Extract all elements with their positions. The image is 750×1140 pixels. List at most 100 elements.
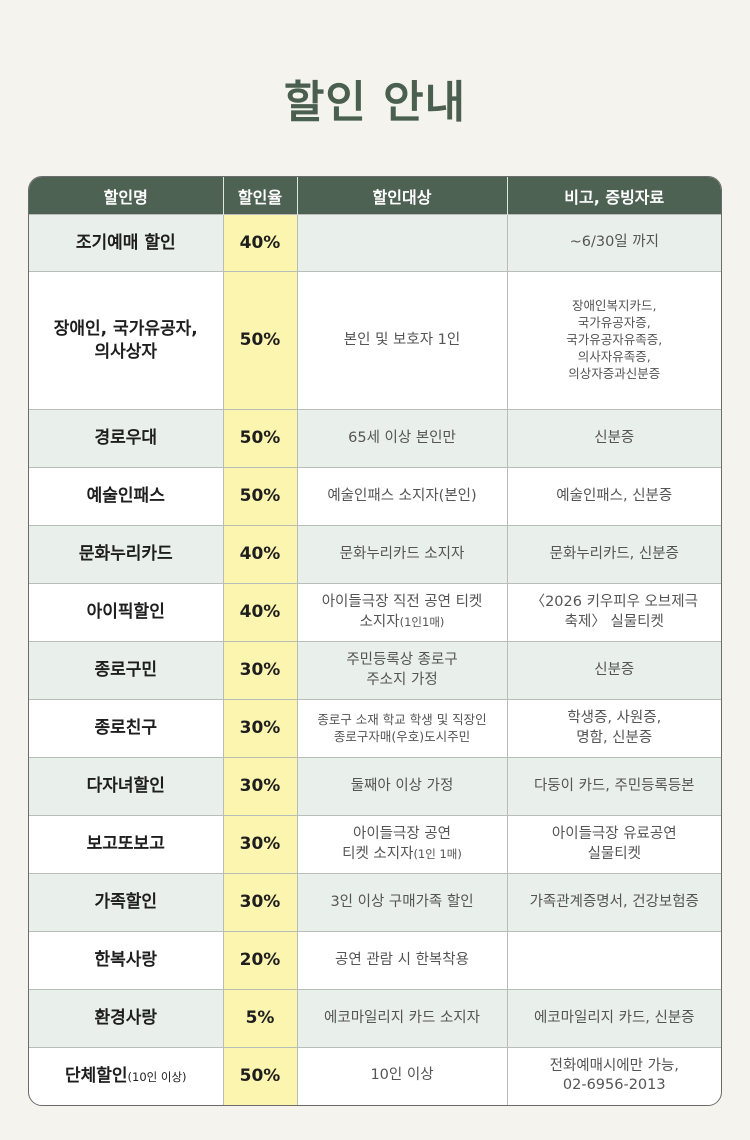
name-cell: 아이픽할인: [29, 583, 223, 642]
rate: 30%: [239, 660, 281, 681]
note: (1인 1매): [413, 846, 462, 861]
table-row: 아이픽할인 40% 아이들극장 직전 공연 티켓 소지자(1인1매) 〈2026 키우…: [29, 583, 721, 642]
remark: 장애인복지카드, 국가유공자증, 국가유공자유족증, 의사자유족증, 의상자증과…: [566, 298, 663, 381]
page-title: 할인 안내: [283, 77, 467, 128]
rate-cell: 40%: [222, 583, 297, 642]
rate: 20%: [239, 950, 281, 971]
target: 아이들극장 공연 티켓 소지자: [342, 825, 451, 862]
target-cell: 문화누리카드 소지자: [296, 525, 507, 584]
column-header: 할인명: [29, 177, 223, 215]
column-header: 할인율: [222, 177, 297, 215]
target: 3인 이상 구매가족 할인: [330, 893, 474, 910]
rate-cell: 30%: [222, 641, 297, 700]
rate: 30%: [239, 834, 281, 855]
target: 종로구 소재 학교 학생 및 직장인 종로구자매(우호)도시주민: [317, 711, 487, 744]
table-row: 보고또보고 30% 아이들극장 공연 티켓 소지자(1인 1매) 아이들극장 유료공연…: [29, 815, 721, 874]
rate: 50%: [239, 330, 281, 351]
note: (10인 이상): [127, 1069, 187, 1084]
target: 65세 이상 본인만: [348, 429, 456, 446]
name-cell: 단체할인(10인 이상): [29, 1047, 223, 1105]
target-cell: 공연 관람 시 한복착용: [296, 931, 507, 990]
column-header: 비고, 증빙자료: [506, 177, 721, 215]
remark: 신분증: [594, 429, 635, 446]
name-cell: 종로구민: [29, 641, 223, 700]
target: 에코마일리지 카드 소지자: [324, 1009, 480, 1026]
name: 보고또보고: [86, 834, 165, 855]
table-row: 종로친구 30% 종로구 소재 학교 학생 및 직장인 종로구자매(우호)도시주민 학…: [29, 699, 721, 758]
target: 문화누리카드 소지자: [339, 545, 465, 562]
target: 10인 이상: [370, 1067, 434, 1084]
remark-cell: 에코마일리지 카드, 신분증: [506, 989, 721, 1048]
column-header: 할인대상: [296, 177, 507, 215]
target: 둘째아 이상 가정: [350, 777, 454, 794]
name-cell: 다자녀할인: [29, 757, 223, 816]
target-cell: [296, 214, 507, 272]
rate-cell: 20%: [222, 931, 297, 990]
target-cell: 65세 이상 본인만: [296, 409, 507, 468]
name-cell: 경로우대: [29, 409, 223, 468]
remark-cell: 장애인복지카드, 국가유공자증, 국가유공자유족증, 의사자유족증, 의상자증과…: [506, 271, 721, 410]
rate: 30%: [239, 776, 281, 797]
remark-cell: 전화예매시에만 가능, 02-6956-2013: [506, 1047, 721, 1105]
remark-cell: [506, 931, 721, 990]
table-row: 문화누리카드 40% 문화누리카드 소지자 문화누리카드, 신분증: [29, 525, 721, 584]
target-cell: 에코마일리지 카드 소지자: [296, 989, 507, 1048]
name-cell: 환경사랑: [29, 989, 223, 1048]
name-cell: 조기예매 할인: [29, 214, 223, 272]
rate-cell: 50%: [222, 409, 297, 468]
remark-cell: 학생증, 사원증, 명함, 신분증: [506, 699, 721, 758]
name-cell: 한복사랑: [29, 931, 223, 990]
name: 종로친구: [94, 718, 158, 739]
target-cell: 3인 이상 구매가족 할인: [296, 873, 507, 932]
header-row: 할인명 할인율 할인대상 비고, 증빙자료: [29, 177, 721, 215]
name-cell: 예술인패스: [29, 467, 223, 526]
table-row: 다자녀할인 30% 둘째아 이상 가정 다둥이 카드, 주민등록등본: [29, 757, 721, 816]
table-row: 종로구민 30% 주민등록상 종로구 주소지 가정 신분증: [29, 641, 721, 700]
rate-cell: 30%: [222, 873, 297, 932]
remark: 아이들극장 유료공연 실물티켓: [551, 825, 677, 862]
remark-cell: ~6/30일 까지: [506, 214, 721, 272]
remark-cell: 아이들극장 유료공연 실물티켓: [506, 815, 721, 874]
table-body: 조기예매 할인 40% ~6/30일 까지 장애인, 국가유공자, 의사상자 50% 본인…: [29, 214, 721, 1105]
name: 장애인, 국가유공자, 의사상자: [53, 318, 198, 362]
remark: 학생증, 사원증, 명함, 신분증: [567, 709, 662, 746]
remark: 〈2026 키우피우 오브제극 축제〉 실물티켓: [530, 593, 698, 630]
rate-cell: 40%: [222, 214, 297, 272]
table-row: 가족할인 30% 3인 이상 구매가족 할인 가족관계증명서, 건강보험증: [29, 873, 721, 932]
name: 단체할인: [64, 1065, 128, 1086]
target-cell: 예술인패스 소지자(본인): [296, 467, 507, 526]
name-cell: 문화누리카드: [29, 525, 223, 584]
name: 조기예매 할인: [75, 232, 176, 253]
target-cell: 10인 이상: [296, 1047, 507, 1105]
table-row: 환경사랑 5% 에코마일리지 카드 소지자 에코마일리지 카드, 신분증: [29, 989, 721, 1048]
table-row: 단체할인(10인 이상) 50% 10인 이상 전화예매시에만 가능, 02-6956…: [29, 1047, 721, 1105]
remark-cell: 다둥이 카드, 주민등록등본: [506, 757, 721, 816]
remark: ~6/30일 까지: [569, 234, 659, 251]
rate: 30%: [239, 892, 281, 913]
remark: 전화예매시에만 가능, 02-6956-2013: [549, 1057, 679, 1094]
name-cell: 보고또보고: [29, 815, 223, 874]
name: 가족할인: [94, 892, 158, 913]
table-row: 한복사랑 20% 공연 관람 시 한복착용: [29, 931, 721, 990]
rate-cell: 5%: [222, 989, 297, 1048]
remark: 신분증: [594, 661, 635, 678]
name: 다자녀할인: [86, 776, 165, 797]
remark: 에코마일리지 카드, 신분증: [533, 1009, 695, 1026]
target: 주민등록상 종로구 주소지 가정: [346, 651, 458, 688]
target: 예술인패스 소지자(본인): [327, 487, 477, 504]
table-row: 경로우대 50% 65세 이상 본인만 신분증: [29, 409, 721, 468]
rate: 40%: [239, 544, 281, 565]
remark: 가족관계증명서, 건강보험증: [529, 893, 699, 910]
remark: 예술인패스, 신분증: [556, 487, 673, 504]
table-row: 예술인패스 50% 예술인패스 소지자(본인) 예술인패스, 신분증: [29, 467, 721, 526]
name: 아이픽할인: [86, 602, 165, 623]
rate-cell: 30%: [222, 757, 297, 816]
rate-cell: 30%: [222, 815, 297, 874]
remark-cell: 문화누리카드, 신분증: [506, 525, 721, 584]
rate: 50%: [239, 1065, 281, 1086]
target-cell: 종로구 소재 학교 학생 및 직장인 종로구자매(우호)도시주민: [296, 699, 507, 758]
remark: 다둥이 카드, 주민등록등본: [533, 777, 695, 794]
remark-cell: 가족관계증명서, 건강보험증: [506, 873, 721, 932]
